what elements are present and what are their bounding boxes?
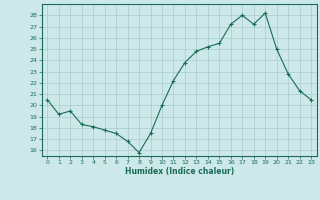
X-axis label: Humidex (Indice chaleur): Humidex (Indice chaleur) [124,167,234,176]
